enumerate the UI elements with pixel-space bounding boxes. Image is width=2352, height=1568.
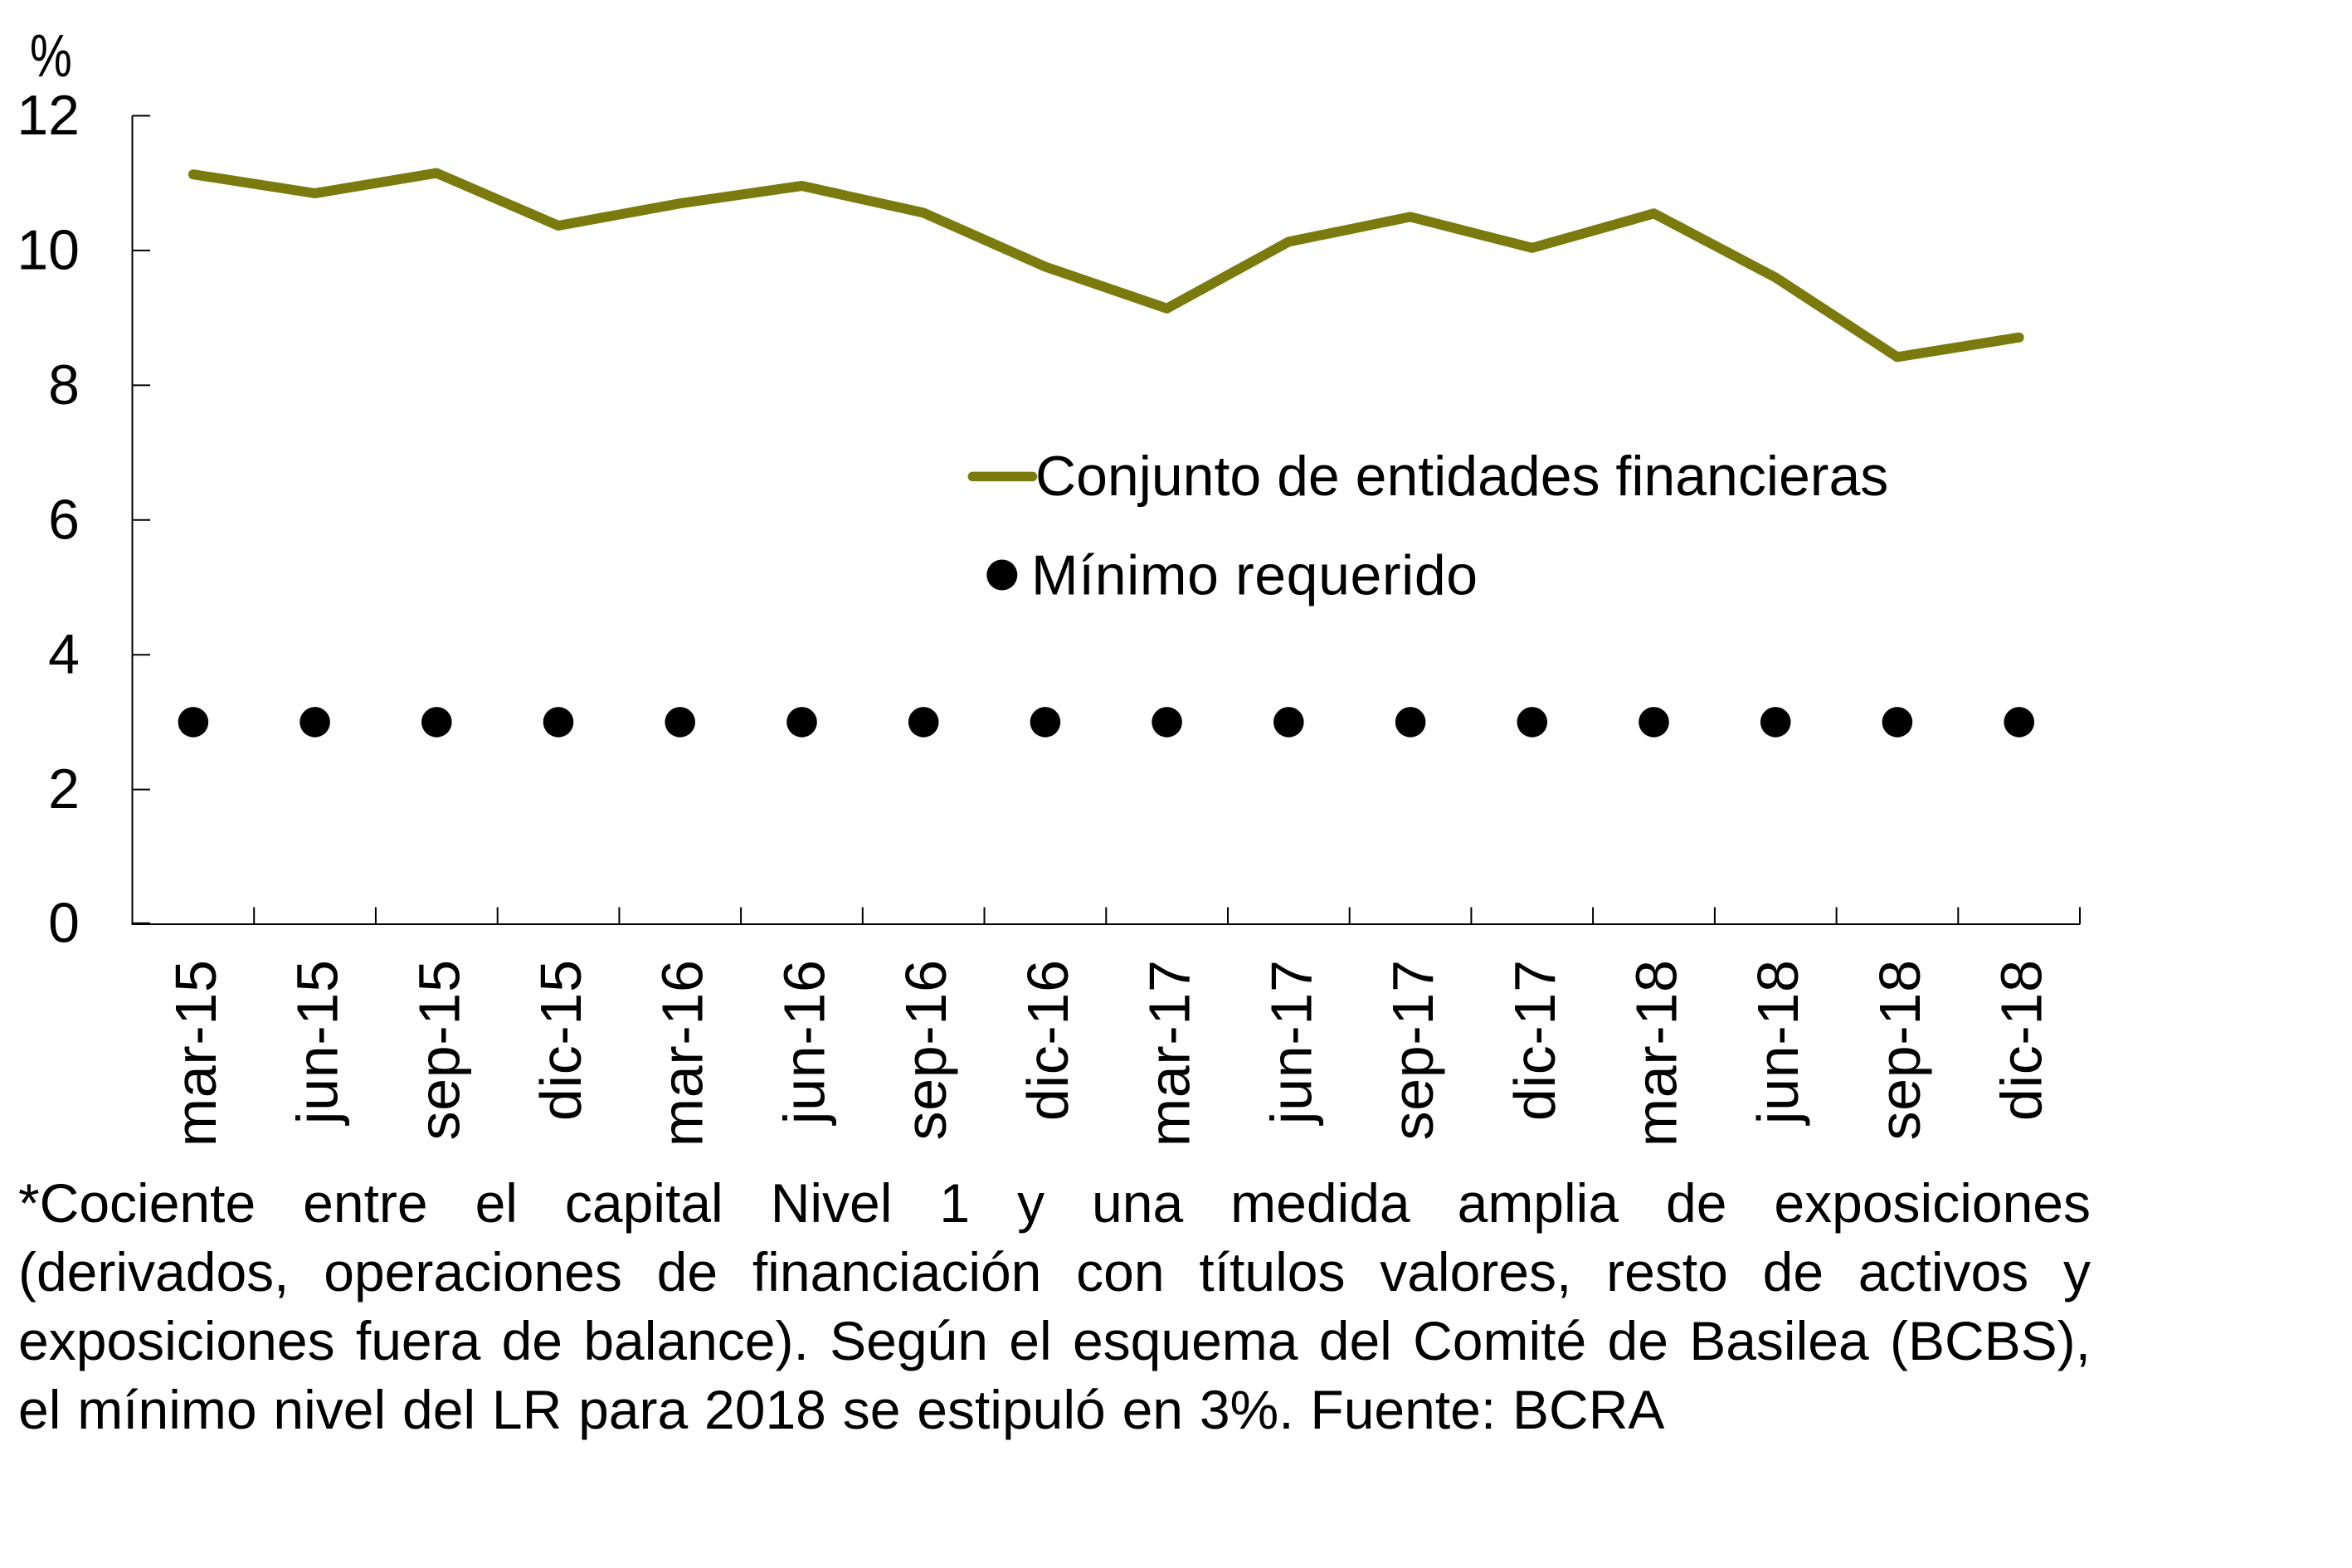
svg-text:10: 10 [17,218,80,281]
svg-text:dic-17: dic-17 [1502,959,1567,1121]
svg-text:mar-18: mar-18 [1624,959,1689,1147]
svg-text:Conjunto de entidades financie: Conjunto de entidades financieras [1035,445,1888,508]
svg-text:jun-16: jun-16 [772,959,837,1126]
svg-text:6: 6 [48,488,80,551]
svg-text:2: 2 [48,757,80,821]
svg-text:mar-16: mar-16 [650,959,715,1147]
svg-text:%: % [30,22,72,90]
svg-text:4: 4 [48,623,80,686]
svg-text:12: 12 [17,84,80,147]
svg-text:sep-15: sep-15 [407,959,471,1140]
svg-text:jun-15: jun-15 [285,959,350,1126]
svg-text:jun-18: jun-18 [1746,959,1810,1126]
svg-text:sep-17: sep-17 [1381,959,1445,1140]
svg-text:8: 8 [48,353,80,416]
svg-text:sep-16: sep-16 [894,959,958,1140]
svg-text:dic-18: dic-18 [1989,959,2054,1121]
svg-text:mar-15: mar-15 [163,959,228,1147]
svg-text:mar-17: mar-17 [1137,959,1202,1147]
svg-text:jun-17: jun-17 [1259,959,1323,1126]
svg-text:sep-18: sep-18 [1867,959,1932,1140]
svg-text:Mínimo requerido: Mínimo requerido [1031,544,1478,607]
svg-text:dic-16: dic-16 [1015,959,1080,1121]
svg-text:0: 0 [48,891,80,954]
svg-text:dic-15: dic-15 [528,959,593,1121]
